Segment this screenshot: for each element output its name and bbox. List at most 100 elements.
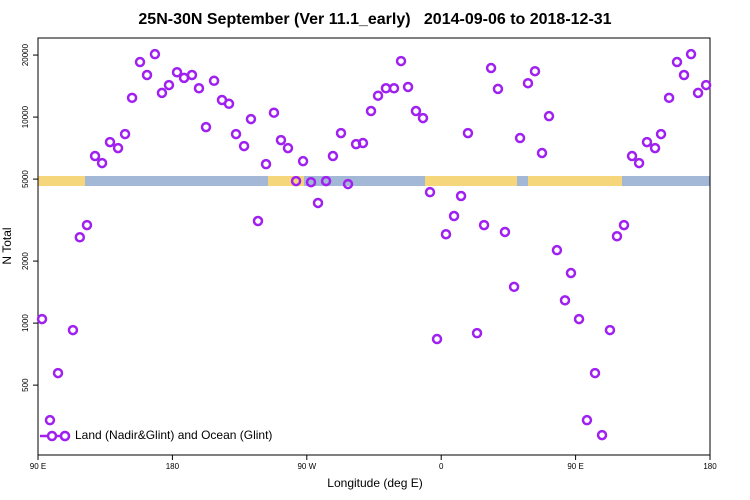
point: [193, 83, 205, 94]
point: [455, 190, 467, 202]
point: [112, 142, 124, 154]
point: [649, 142, 661, 154]
point: [633, 157, 645, 169]
legend-marker: [59, 430, 71, 442]
point: [536, 147, 548, 159]
point: [641, 136, 653, 148]
point: [238, 140, 250, 152]
point: [186, 69, 198, 81]
point: [626, 150, 638, 162]
point: [462, 127, 474, 139]
x-tick-label: 180: [703, 462, 717, 471]
point: [685, 48, 697, 60]
point: [559, 295, 571, 306]
ocean-band: [38, 176, 710, 186]
y-tick-label: 1000: [21, 314, 30, 332]
point: [312, 197, 324, 209]
chart-title: 25N-30N September (Ver 11.1_early) 2014-…: [138, 11, 611, 28]
legend-label: Land (Nadir&Glint) and Ocean (Glint): [75, 428, 272, 442]
point: [478, 219, 490, 231]
point: [96, 157, 108, 169]
point: [440, 228, 452, 240]
point: [119, 128, 131, 140]
point: [252, 215, 264, 227]
point: [388, 83, 400, 94]
point: [611, 230, 623, 242]
point: [581, 414, 593, 426]
y-tick-label: 10000: [21, 105, 30, 128]
point: [327, 150, 339, 162]
point: [424, 186, 436, 198]
point: [357, 137, 369, 149]
x-tick-label: 90 W: [297, 462, 316, 471]
point: [485, 62, 497, 74]
point: [565, 267, 577, 279]
y-axis-label: N Total: [0, 227, 14, 264]
x-axis-label: Longitude (deg E): [327, 476, 422, 490]
point: [149, 48, 161, 60]
point: [514, 132, 526, 144]
point: [290, 175, 302, 187]
point: [282, 142, 294, 154]
point: [208, 75, 220, 87]
point: [380, 83, 392, 94]
point: [163, 79, 175, 91]
point: [573, 313, 585, 325]
y-tick-label: 20000: [21, 43, 30, 66]
y-tick-label: 5000: [21, 170, 30, 188]
point: [81, 219, 93, 231]
point: [522, 77, 534, 89]
point: [678, 69, 690, 81]
point: [67, 324, 79, 336]
point: [320, 175, 332, 187]
land-band: [425, 176, 517, 186]
point: [372, 90, 384, 101]
point: [335, 127, 347, 139]
point: [230, 128, 242, 140]
point: [36, 313, 48, 325]
point: [671, 56, 683, 68]
point: [305, 176, 317, 188]
point: [417, 112, 429, 124]
point: [596, 429, 608, 441]
point: [275, 134, 287, 146]
point: [471, 327, 483, 339]
point: [543, 110, 555, 122]
point: [74, 232, 86, 243]
x-tick-label: 0: [439, 462, 444, 471]
point: [260, 158, 272, 170]
point: [499, 226, 511, 238]
point: [395, 55, 407, 67]
point: [156, 87, 168, 99]
x-tick-label: 180: [166, 462, 180, 471]
point: [134, 56, 146, 68]
point: [551, 244, 563, 256]
point: [268, 107, 280, 118]
point: [431, 333, 443, 345]
point: [692, 87, 704, 99]
point: [410, 105, 422, 117]
point: [529, 65, 541, 77]
point: [141, 69, 153, 81]
x-tick-label: 90 E: [567, 462, 583, 471]
point: [44, 414, 56, 426]
point: [655, 128, 667, 140]
y-tick-label: 2000: [21, 252, 30, 270]
point: [700, 79, 712, 91]
point: [604, 324, 616, 336]
legend-marker: [46, 430, 58, 442]
land-band: [528, 176, 622, 186]
point: [402, 81, 414, 93]
x-tick-label: 90 E: [30, 462, 46, 471]
point: [104, 136, 116, 148]
point: [171, 67, 183, 78]
land-band: [38, 176, 85, 186]
y-tick-label: 500: [21, 378, 30, 392]
point: [297, 155, 309, 167]
point: [223, 98, 235, 110]
plot-frame: [37, 37, 711, 456]
point: [663, 92, 675, 104]
point: [126, 92, 138, 104]
land-band: [268, 176, 304, 186]
